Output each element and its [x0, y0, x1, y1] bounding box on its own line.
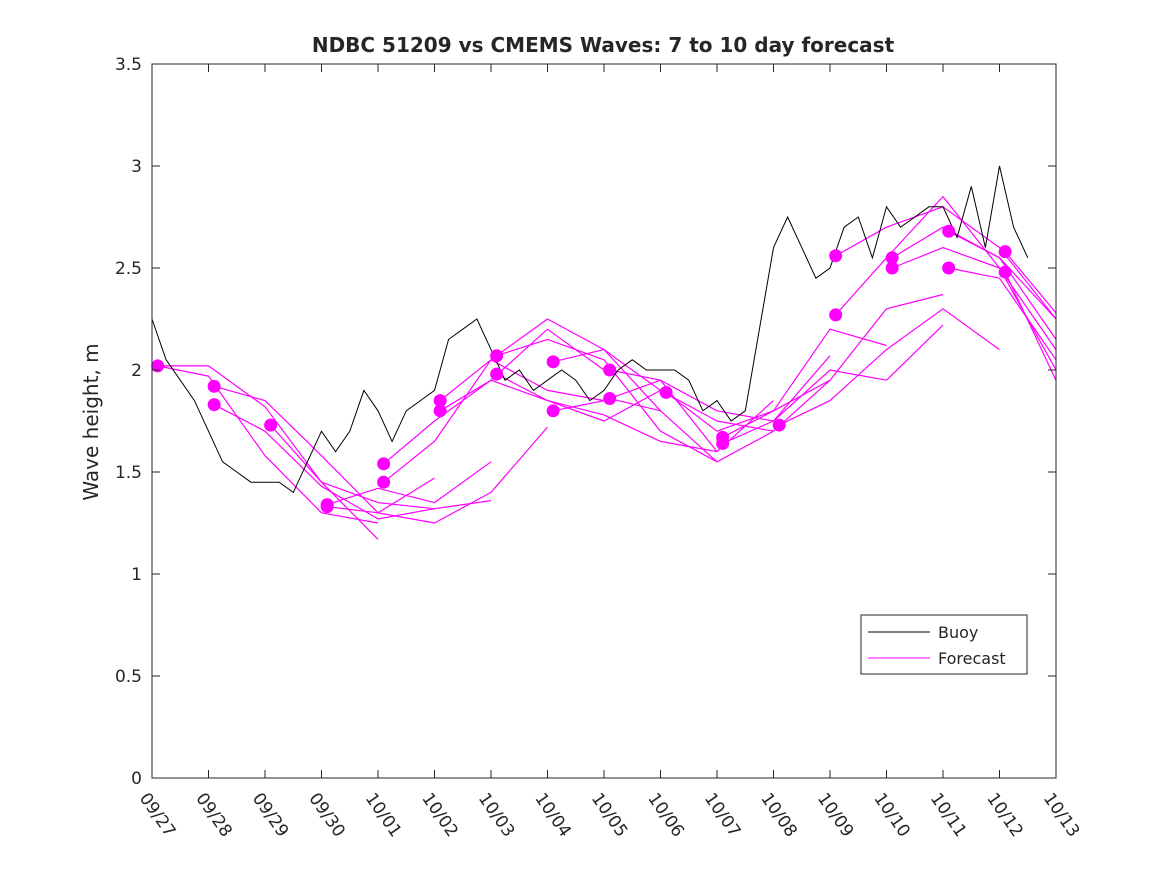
y-tick-label: 0 [131, 769, 142, 789]
forecast-line [496, 373, 718, 453]
forecast-line [157, 365, 379, 540]
legend-buoy-label: Buoy [938, 623, 978, 642]
forecast-marker [659, 385, 673, 399]
forecast-marker [546, 404, 560, 418]
forecast-line [1004, 271, 1057, 381]
forecast-marker [942, 224, 956, 238]
forecast-marker [433, 394, 447, 408]
forecast-line [326, 461, 492, 506]
forecast-marker [207, 379, 221, 393]
forecast-marker [490, 349, 504, 363]
forecast-marker [716, 436, 730, 450]
forecast-line [778, 308, 1000, 426]
forecast-marker [207, 398, 221, 412]
forecast-line [835, 196, 1057, 350]
forecast-marker [885, 251, 899, 265]
forecast-marker [264, 418, 278, 432]
y-axis: 0 0.5 1 1.5 2 2.5 3 3.5 [115, 55, 1056, 789]
forecast-line [214, 385, 435, 514]
forecast-marker [377, 475, 391, 489]
buoy-line [151, 165, 1029, 494]
y-tick-label: 0.5 [115, 667, 142, 687]
forecast-markers [151, 224, 1012, 514]
forecast-marker [151, 359, 165, 373]
forecast-line [1004, 251, 1057, 314]
legend-box [860, 614, 1028, 675]
forecast-series [157, 196, 1057, 540]
forecast-marker [377, 457, 391, 471]
y-axis-label: Wave height, m [79, 343, 103, 500]
forecast-marker [829, 249, 843, 263]
forecast-line [270, 424, 492, 510]
forecast-marker [433, 404, 447, 418]
forecast-marker [546, 355, 560, 369]
chart-title: NDBC 51209 vs CMEMS Waves: 7 to 10 day f… [312, 33, 895, 57]
y-tick-label: 1 [131, 565, 142, 585]
forecast-line [496, 338, 718, 463]
forecast-line [722, 293, 944, 438]
forecast-line [722, 324, 944, 444]
forecast-line [948, 267, 1057, 361]
y-tick-label: 2.5 [115, 259, 142, 279]
forecast-marker [998, 265, 1012, 279]
y-tick-label: 2 [131, 361, 142, 381]
forecast-marker [942, 261, 956, 275]
forecast-marker [829, 308, 843, 322]
forecast-marker [490, 367, 504, 381]
forecast-line [439, 318, 661, 412]
forecast-line [609, 379, 831, 463]
forecast-marker [772, 418, 786, 432]
forecast-marker [885, 261, 899, 275]
forecast-marker [320, 500, 334, 514]
forecast-marker [998, 245, 1012, 259]
y-tick-label: 3 [131, 157, 142, 177]
y-tick-label: 3.5 [115, 55, 142, 75]
legend: Buoy Forecast [860, 614, 1028, 675]
forecast-marker [603, 392, 617, 406]
forecast-line [157, 365, 379, 524]
plot-area: 00.511.522.533.5 09/27 09/28 09/29 09/30 10/… [115, 55, 1083, 841]
forecast-line [948, 230, 1057, 340]
forecast-line [609, 355, 831, 422]
buoy-series [151, 165, 1029, 494]
forecast-line [327, 426, 548, 524]
forecast-marker [603, 363, 617, 377]
legend-forecast-label: Forecast [938, 649, 1006, 668]
y-tick-label: 1.5 [115, 463, 142, 483]
forecast-line [213, 404, 435, 520]
